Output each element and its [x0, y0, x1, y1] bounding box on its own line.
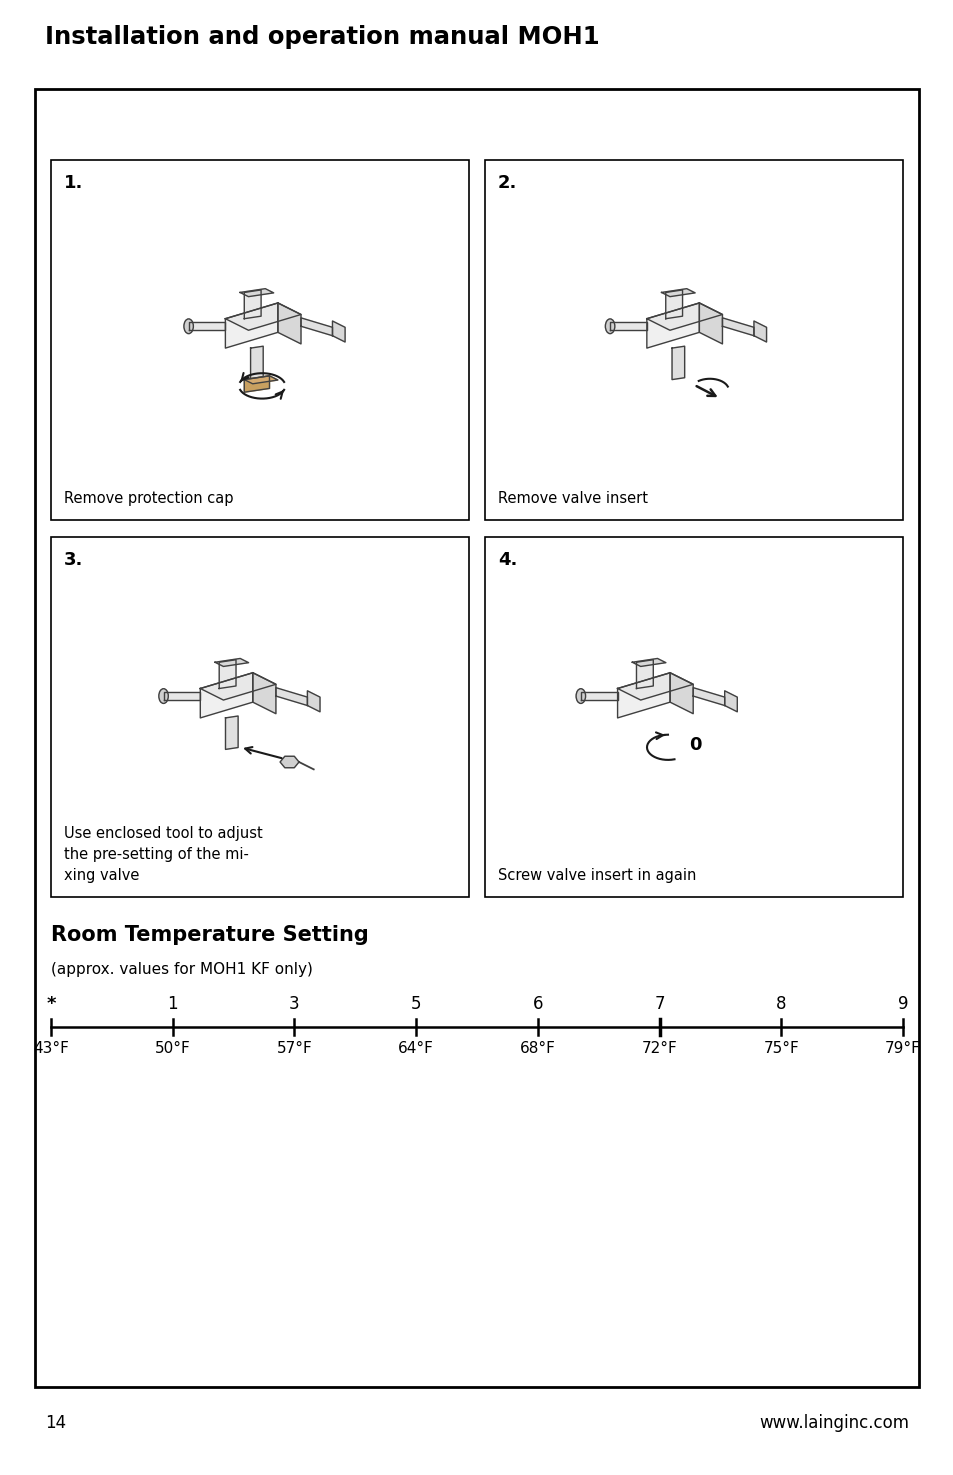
Text: 1: 1 — [167, 996, 178, 1013]
Polygon shape — [333, 322, 345, 342]
Polygon shape — [636, 659, 653, 689]
Polygon shape — [200, 673, 275, 701]
Polygon shape — [665, 291, 681, 319]
Polygon shape — [225, 302, 277, 348]
Text: www.lainginc.com: www.lainginc.com — [759, 1415, 908, 1432]
Text: 43°F: 43°F — [33, 1041, 69, 1056]
Text: 1.: 1. — [64, 174, 83, 192]
Text: 50°F: 50°F — [154, 1041, 191, 1056]
Text: 4.: 4. — [497, 552, 517, 569]
FancyBboxPatch shape — [51, 537, 469, 897]
Polygon shape — [244, 291, 261, 319]
Text: Remove protection cap: Remove protection cap — [64, 491, 233, 506]
Text: 3.: 3. — [64, 552, 83, 569]
Polygon shape — [280, 757, 298, 767]
Polygon shape — [189, 322, 225, 330]
Polygon shape — [699, 302, 721, 344]
Polygon shape — [307, 690, 319, 712]
Text: 79°F: 79°F — [884, 1041, 920, 1056]
Polygon shape — [301, 317, 333, 336]
Polygon shape — [721, 317, 753, 336]
Text: 3: 3 — [289, 996, 299, 1013]
Polygon shape — [251, 347, 263, 379]
FancyBboxPatch shape — [35, 88, 918, 1386]
Ellipse shape — [184, 319, 193, 333]
Polygon shape — [646, 302, 699, 348]
Text: 72°F: 72°F — [641, 1041, 677, 1056]
Text: 7: 7 — [654, 996, 664, 1013]
Polygon shape — [240, 289, 274, 296]
Text: 5: 5 — [411, 996, 421, 1013]
Polygon shape — [214, 658, 249, 667]
Polygon shape — [632, 658, 665, 667]
Text: 0: 0 — [688, 736, 700, 754]
Text: 57°F: 57°F — [276, 1041, 312, 1056]
Polygon shape — [253, 673, 275, 714]
Text: Remove valve insert: Remove valve insert — [497, 491, 647, 506]
Text: (approx. values for MOH1 KF only): (approx. values for MOH1 KF only) — [51, 962, 313, 976]
Text: Installation and operation manual MOH1: Installation and operation manual MOH1 — [45, 25, 599, 49]
Text: Use enclosed tool to adjust
the pre-setting of the mi-
xing valve: Use enclosed tool to adjust the pre-sett… — [64, 826, 262, 884]
FancyBboxPatch shape — [51, 159, 469, 521]
Polygon shape — [646, 302, 721, 330]
Polygon shape — [753, 322, 766, 342]
Text: 14: 14 — [45, 1415, 66, 1432]
Ellipse shape — [158, 689, 168, 704]
Text: Room Temperature Setting: Room Temperature Setting — [51, 925, 369, 945]
Polygon shape — [669, 673, 693, 714]
Ellipse shape — [576, 689, 585, 704]
Polygon shape — [610, 322, 646, 330]
Text: 68°F: 68°F — [519, 1041, 556, 1056]
Polygon shape — [617, 673, 693, 701]
Polygon shape — [225, 715, 238, 749]
Polygon shape — [580, 692, 617, 701]
Polygon shape — [617, 673, 669, 718]
Polygon shape — [660, 289, 695, 296]
Polygon shape — [200, 673, 253, 718]
FancyBboxPatch shape — [484, 159, 902, 521]
Polygon shape — [275, 687, 307, 705]
Text: 8: 8 — [775, 996, 785, 1013]
Ellipse shape — [605, 319, 614, 333]
Text: *: * — [46, 996, 55, 1013]
Polygon shape — [244, 376, 269, 392]
Polygon shape — [671, 347, 684, 379]
Text: 6: 6 — [532, 996, 542, 1013]
FancyBboxPatch shape — [484, 537, 902, 897]
Polygon shape — [219, 659, 235, 689]
Text: Screw valve insert in again: Screw valve insert in again — [497, 867, 696, 884]
Polygon shape — [225, 302, 301, 330]
Polygon shape — [277, 302, 301, 344]
Polygon shape — [163, 692, 200, 701]
Text: 9: 9 — [897, 996, 907, 1013]
Polygon shape — [724, 690, 737, 712]
Text: 75°F: 75°F — [762, 1041, 799, 1056]
Polygon shape — [693, 687, 724, 705]
Text: 2.: 2. — [497, 174, 517, 192]
Text: 64°F: 64°F — [397, 1041, 434, 1056]
Polygon shape — [244, 376, 277, 384]
